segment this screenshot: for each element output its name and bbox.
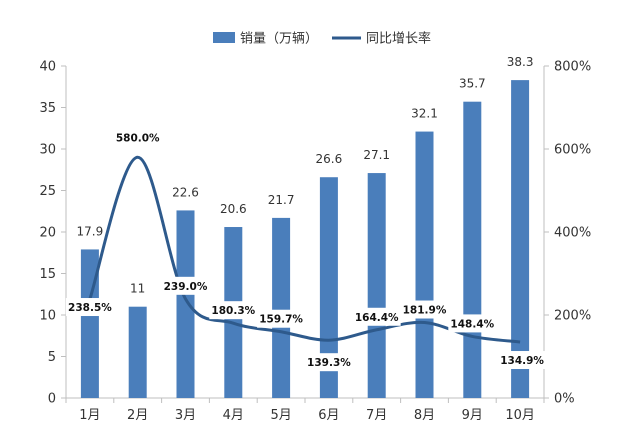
- y-left-tick-label: 15: [39, 267, 56, 282]
- rate-label-box: [304, 353, 353, 372]
- bar-data-label: 27.1: [363, 148, 390, 162]
- bar-data-label: 32.1: [411, 107, 438, 121]
- rate-label-box: [161, 276, 210, 295]
- y-left-tick-label: 35: [39, 101, 56, 116]
- rate-line: [88, 155, 521, 344]
- x-tick-label: 7月: [366, 408, 387, 423]
- y-left-tick-label: 25: [39, 184, 56, 199]
- bar: [463, 101, 482, 398]
- legend: 销量（万辆） 同比增长率: [213, 31, 431, 47]
- rate-labels: 238.5% 580.0% 239.0%180.3% 159.7% 139.3% 164.…: [65, 128, 547, 372]
- rate-label-box: [113, 128, 162, 147]
- y-left-tick-label: 20: [39, 226, 56, 241]
- x-tick-label: 2月: [127, 408, 148, 423]
- rate-data-label: 239.0%: [164, 281, 208, 293]
- x-tick-label: 6月: [318, 408, 339, 423]
- rate-data-label: 180.3%: [211, 305, 255, 317]
- bar-data-label: 21.7: [268, 193, 295, 207]
- x-tick-label: 3月: [175, 408, 196, 423]
- y-left-tick-label: 40: [39, 60, 56, 75]
- y-left-tick-label: 30: [39, 143, 56, 158]
- bar: [319, 177, 338, 398]
- growth-rate-line: [88, 155, 521, 344]
- bar: [511, 80, 530, 399]
- y-right-tick-label: 200%: [554, 309, 591, 324]
- bar-labels: 17.9 11 22.6 20.6 21.7 26.6 27.1 32.1 35.7 38.3: [77, 55, 534, 296]
- legend-bar-swatch: [213, 32, 235, 43]
- rate-label-box: [209, 301, 258, 320]
- rate-data-label: 164.4%: [355, 312, 399, 324]
- y-right-tick-label: 800%: [554, 60, 591, 75]
- x-tick-label: 4月: [223, 408, 244, 423]
- y-left-tick-label: 5: [48, 350, 56, 365]
- x-tick-label: 8月: [414, 408, 435, 423]
- rate-label-box: [352, 307, 401, 326]
- rate-data-label: 238.5%: [68, 302, 112, 314]
- x-tick-label: 9月: [462, 408, 483, 423]
- rate-label-box: [65, 298, 114, 317]
- bar-data-label: 38.3: [507, 55, 534, 69]
- y-right-tick-label: 0%: [554, 392, 575, 407]
- bar-data-label: 17.9: [77, 224, 104, 238]
- rate-label-box: [400, 300, 449, 319]
- rate-label-box: [448, 314, 497, 333]
- bar-data-label: 20.6: [220, 202, 247, 216]
- y-right-tick-label: 400%: [554, 226, 591, 241]
- rate-data-label: 159.7%: [259, 314, 303, 326]
- bar: [367, 173, 386, 398]
- y-left-tick-label: 10: [39, 309, 56, 324]
- bar-data-label: 11: [130, 282, 145, 296]
- bar-data-label: 35.7: [459, 77, 486, 91]
- bar: [415, 131, 434, 398]
- x-tick-label: 1月: [79, 408, 100, 423]
- bar: [128, 306, 147, 398]
- bars: [80, 80, 530, 399]
- rate-data-label: 148.4%: [450, 318, 494, 330]
- rate-data-label: 580.0%: [116, 132, 160, 144]
- bar-data-label: 26.6: [316, 152, 343, 166]
- x-tick-label: 10月: [505, 408, 535, 423]
- bar: [176, 210, 195, 398]
- rate-label-box: [498, 351, 547, 370]
- bar-data-label: 22.6: [172, 185, 199, 199]
- rate-data-label: 134.9%: [500, 355, 544, 367]
- y-right-tick-label: 600%: [554, 143, 591, 158]
- y-left-tick-label: 0: [48, 392, 56, 407]
- rate-data-label: 181.9%: [403, 305, 447, 317]
- rate-label-box: [257, 309, 306, 328]
- legend-line-label: 同比增长率: [366, 31, 431, 47]
- legend-bar-label: 销量（万辆）: [240, 32, 318, 47]
- bar: [272, 217, 291, 398]
- rate-data-label: 139.3%: [307, 357, 351, 369]
- x-tick-label: 5月: [270, 408, 291, 423]
